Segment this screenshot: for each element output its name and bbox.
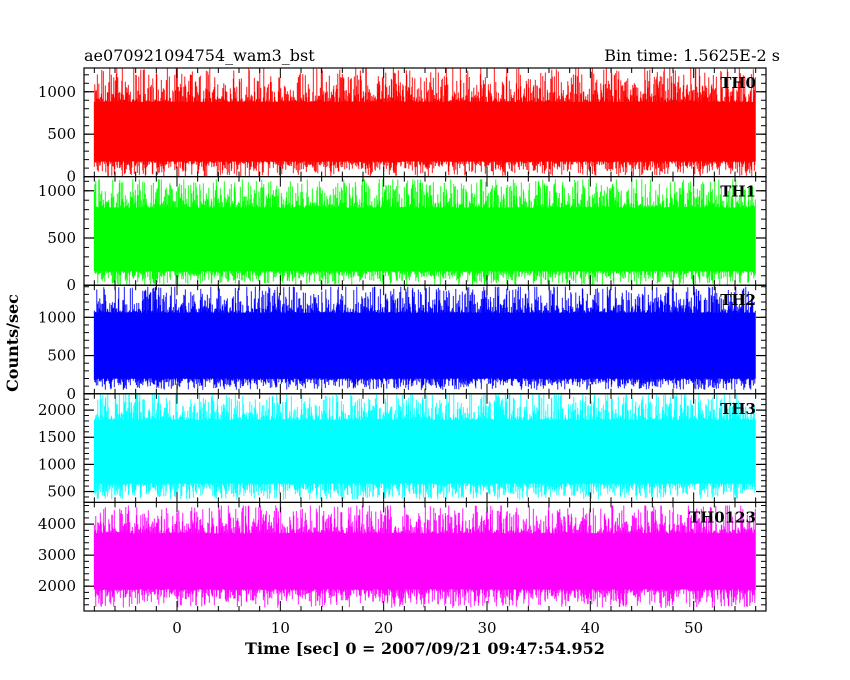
y-tick-label: 500 — [47, 347, 76, 365]
y-tick-label: 0 — [66, 385, 76, 403]
x-axis-label: Time [sec] 0 = 2007/09/21 09:47:54.952 — [245, 639, 605, 658]
x-tick-label: 20 — [374, 619, 393, 637]
panels-group: 0 500 1000 TH0 0 500 1000 TH1 0 500 1000 TH2 500 1000… — [38, 67, 767, 612]
x-tick-label: 50 — [684, 619, 703, 637]
panel-th0123: 2000 3000 4000 TH0123 — [38, 501, 767, 612]
series-trace-th3 — [93, 393, 756, 500]
y-tick-label: 0 — [66, 276, 76, 294]
panel-label-th2: TH2 — [720, 291, 756, 309]
y-tick-label: 500 — [47, 483, 76, 501]
y-tick-label: 3000 — [38, 546, 76, 564]
series-trace-th2 — [93, 286, 756, 390]
y-axis-label: Counts/sec — [3, 294, 22, 392]
y-tick-label: 0 — [66, 168, 76, 186]
y-tick-label: 1000 — [38, 83, 76, 101]
panel-th0: 0 500 1000 TH0 — [38, 67, 767, 186]
y-tick-label: 4000 — [38, 515, 76, 533]
y-tick-label: 500 — [47, 229, 76, 247]
panel-th1: 0 500 1000 TH1 — [38, 176, 767, 294]
series-trace-th0123 — [93, 505, 756, 608]
x-tick-label: 0 — [172, 619, 182, 637]
x-axis: 0 10 20 30 40 50 — [172, 619, 703, 637]
y-tick-label: 1000 — [38, 455, 76, 473]
y-tick-label: 1000 — [38, 308, 76, 326]
x-tick-label: 30 — [477, 619, 496, 637]
header-bin-time: Bin time: 1.5625E-2 s — [604, 46, 780, 65]
panel-th3: 500 1000 1500 2000 TH3 — [38, 393, 767, 503]
series-trace-th1 — [93, 179, 756, 286]
y-tick-label: 1500 — [38, 428, 76, 446]
panel-label-th3: TH3 — [720, 400, 756, 418]
x-tick-label: 10 — [271, 619, 290, 637]
series-trace-th0 — [93, 68, 756, 177]
panel-label-th0: TH0 — [720, 74, 756, 92]
panel-label-th0123: TH0123 — [689, 508, 756, 526]
panel-label-th1: TH1 — [720, 183, 756, 201]
y-tick-label: 2000 — [38, 577, 76, 595]
y-tick-label: 500 — [47, 125, 76, 143]
x-tick-label: 40 — [581, 619, 600, 637]
y-tick-label: 2000 — [38, 401, 76, 419]
y-tick-label: 1000 — [38, 182, 76, 200]
header-title: ae070921094754_wam3_bst — [84, 46, 315, 65]
panel-th2: 0 500 1000 TH2 — [38, 284, 767, 403]
